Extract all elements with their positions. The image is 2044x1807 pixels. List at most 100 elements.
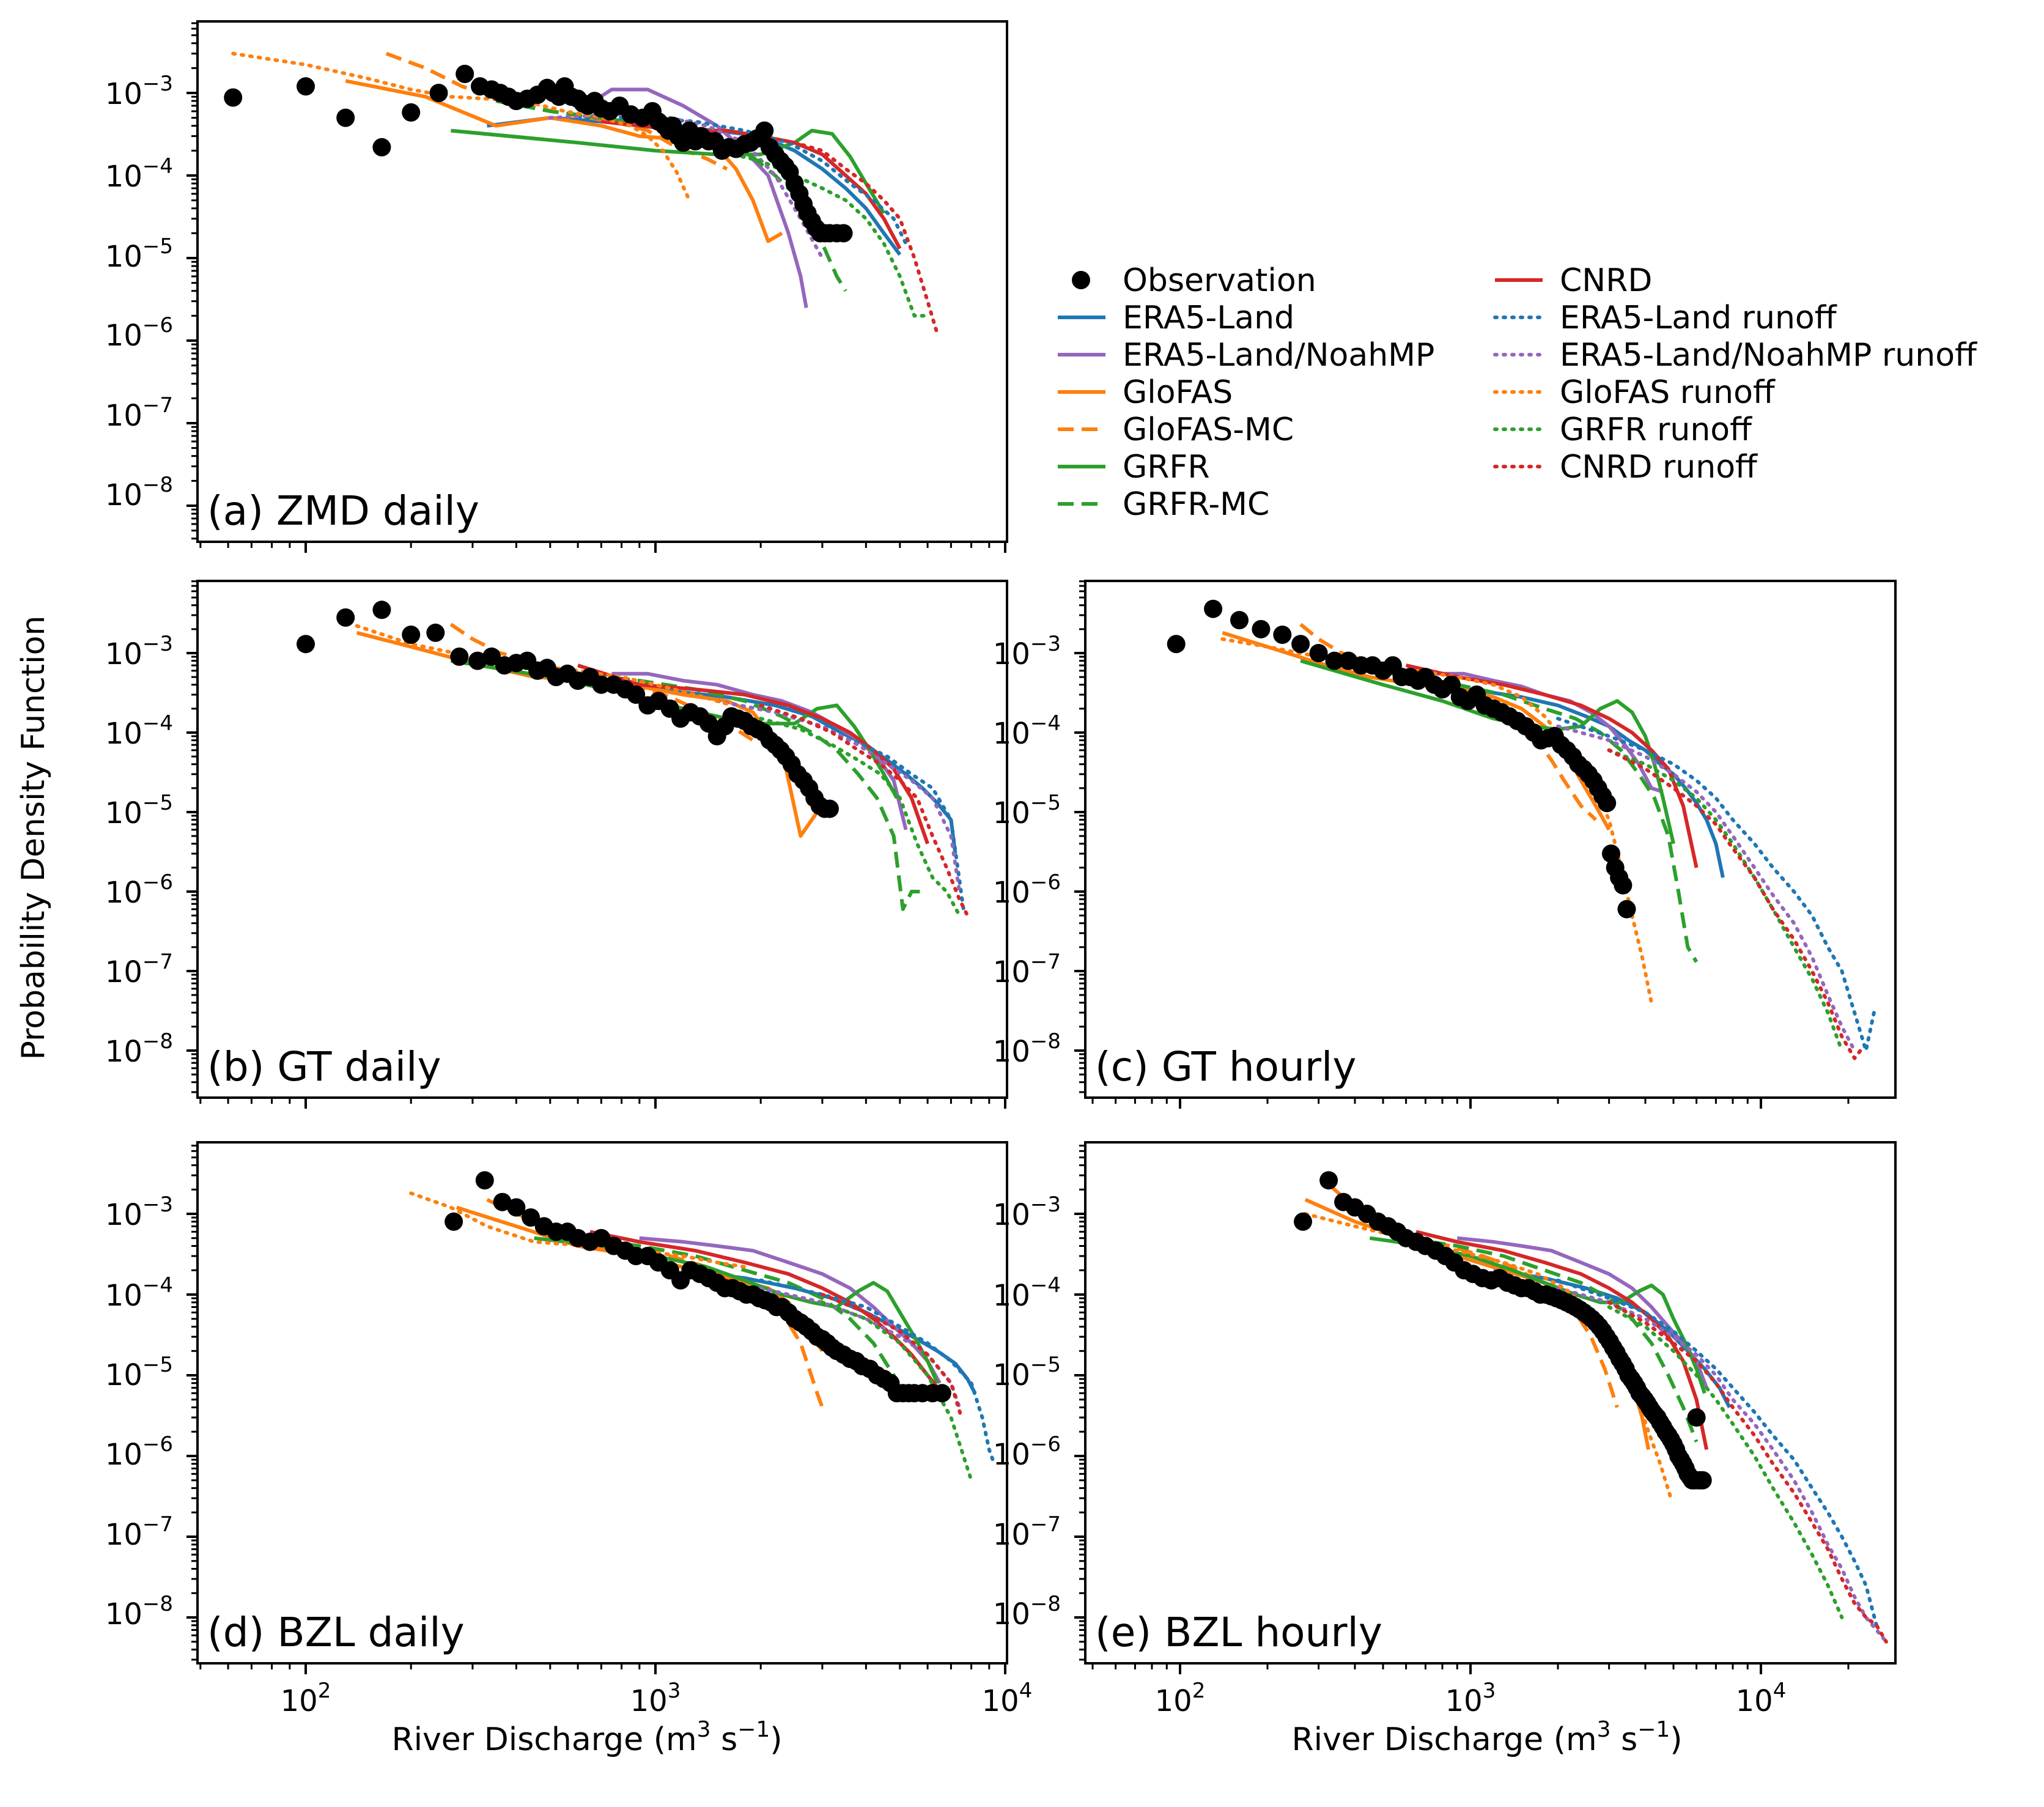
legend-entry-era5-land-noahmp-runoff: ERA5-Land/NoahMP runoff (1493, 337, 1977, 374)
legend-label: GloFAS (1123, 374, 1233, 411)
panel-label: (d) BZL daily (207, 1609, 465, 1656)
y-tick-label: 10−8 (105, 473, 173, 512)
observation-point (1319, 1171, 1338, 1190)
series-cnrd (1415, 1230, 1709, 1450)
y-tick-label: 10−5 (105, 791, 173, 830)
y-tick-label: 10−3 (105, 72, 173, 111)
observation-point (372, 138, 391, 157)
legend-label: ERA5-Land (1123, 300, 1294, 336)
panel-label: (a) ZMD daily (207, 487, 479, 534)
observation-point (402, 103, 421, 122)
series-cnrd (1405, 663, 1699, 868)
panel-d-bzl-daily-frame (196, 1141, 1008, 1665)
observation-point (755, 121, 774, 140)
series-grfr-mc (495, 99, 847, 292)
panel-b-gt-daily: 10−3 10−4 10−5 10−6 10−7 10−8 (b) GT daily (105, 580, 1008, 1109)
series-glofas (1222, 630, 1611, 831)
observation-point (297, 635, 315, 654)
panel-label: (b) GT daily (207, 1043, 441, 1090)
y-tick-label: 10−6 (105, 1432, 173, 1472)
series-grfr-runoff (759, 717, 962, 918)
x-axis-label-left: River Discharge (m3 s−1) (391, 1717, 782, 1758)
panel-c-gt-hourly: 10−3 10−4 10−5 10−6 10−7 10−8 (c) GT hourly (993, 580, 1897, 1109)
y-tick-label: 10−4 (105, 154, 173, 194)
panel-c-gt-hourly-frame (1084, 580, 1897, 1099)
legend-label: CNRD (1560, 262, 1652, 299)
legend-entry-grfr: GRFR (1058, 449, 1209, 486)
observation-point (1687, 1408, 1706, 1427)
observation-point (456, 64, 474, 83)
observation-point (450, 647, 469, 666)
panel-label: (e) BZL hourly (1095, 1609, 1382, 1656)
observation-point (1309, 644, 1328, 662)
legend-entry-grfr-runoff: GRFR runoff (1493, 412, 1752, 448)
series-era5-land-noahmp-runoff (1556, 724, 1857, 1052)
observation-point (1693, 1471, 1712, 1490)
y-tick-label: 10−7 (105, 393, 173, 433)
series-era5-land-noahmp-runoff (715, 699, 962, 893)
y-tick-label: 10−7 (105, 950, 173, 989)
observation-point (468, 651, 487, 670)
legend-entry-observation: Observation (1072, 262, 1316, 299)
legend-entry-glofas-runoff: GloFAS runoff (1493, 374, 1776, 411)
series-grfr (450, 659, 899, 799)
series-era5-land-runoff (1556, 1278, 1878, 1627)
observation-point (336, 108, 355, 127)
y-tick-label: 10−6 (105, 313, 173, 353)
legend-label: ERA5-Land runoff (1560, 300, 1837, 336)
observation-point (1230, 611, 1249, 630)
series-grfr-runoff (1607, 1305, 1844, 1619)
legend-label: ERA5-Land/NoahMP runoff (1560, 337, 1977, 374)
series-cnrd-runoff (759, 134, 940, 336)
y-tick-label: 10−4 (993, 711, 1061, 751)
observation-point (932, 1384, 951, 1403)
series-era5-land-runoff (576, 116, 908, 246)
observation-point (821, 799, 839, 818)
x-axis-label-right: River Discharge (m3 s−1) (1291, 1717, 1682, 1758)
series-era5-land-noahmp (577, 87, 808, 308)
legend-label: GRFR runoff (1560, 412, 1752, 448)
y-tick-label: 10−8 (105, 1029, 173, 1069)
y-tick-label: 10−3 (105, 1192, 173, 1232)
panel-a-zmd-daily-frame (196, 20, 1008, 543)
x-tick-label: 103 (1445, 1679, 1496, 1718)
legend-label: GRFR-MC (1123, 486, 1269, 523)
y-tick-label: 10−4 (105, 711, 173, 751)
series-era5-land-runoff (1556, 717, 1876, 1052)
y-tick-label: 10−4 (993, 1273, 1061, 1313)
observation-point (522, 1208, 541, 1227)
legend-label: GloFAS-MC (1123, 412, 1294, 448)
panel-b-gt-daily-frame (196, 580, 1008, 1099)
y-tick-label: 10−6 (993, 1432, 1061, 1472)
observation-point (1252, 619, 1271, 638)
legend-entry-glofas: GloFAS (1058, 374, 1233, 411)
x-tick-label: 104 (1736, 1679, 1787, 1718)
legend-entry-cnrd-runoff: CNRD runoff (1493, 449, 1758, 486)
series-cnrd-runoff (1607, 748, 1862, 1060)
y-tick-label: 10−3 (105, 632, 173, 671)
panel-c-gt-hourly-plot-area (1167, 599, 1876, 1060)
series-grfr-runoff (1607, 748, 1844, 1052)
observation-point (426, 623, 445, 642)
series-cnrd-runoff (820, 1293, 964, 1419)
x-tick-label: 104 (982, 1679, 1033, 1718)
legend-label: GloFAS runoff (1560, 374, 1776, 411)
series-era5-land-runoff (759, 1278, 996, 1466)
observation-point (493, 1192, 512, 1211)
series-cnrd (589, 1230, 944, 1395)
series-glofas-runoff (231, 51, 692, 202)
x-tick-label: 102 (1155, 1679, 1206, 1718)
observation-point (1291, 635, 1310, 654)
series-era5-land-noahmp (611, 671, 908, 830)
observation-point (445, 1212, 463, 1231)
panel-e-bzl-hourly-plot-area (1294, 1171, 1888, 1644)
legend-swatch (1072, 271, 1090, 289)
y-tick-label: 10−6 (105, 870, 173, 910)
observation-point (482, 647, 501, 666)
y-tick-label: 10−7 (993, 1512, 1061, 1552)
y-tick-label: 10−3 (993, 632, 1061, 671)
y-tick-label: 10−6 (993, 870, 1061, 910)
observation-point (336, 608, 355, 627)
series-glofas-runoff (355, 624, 729, 706)
